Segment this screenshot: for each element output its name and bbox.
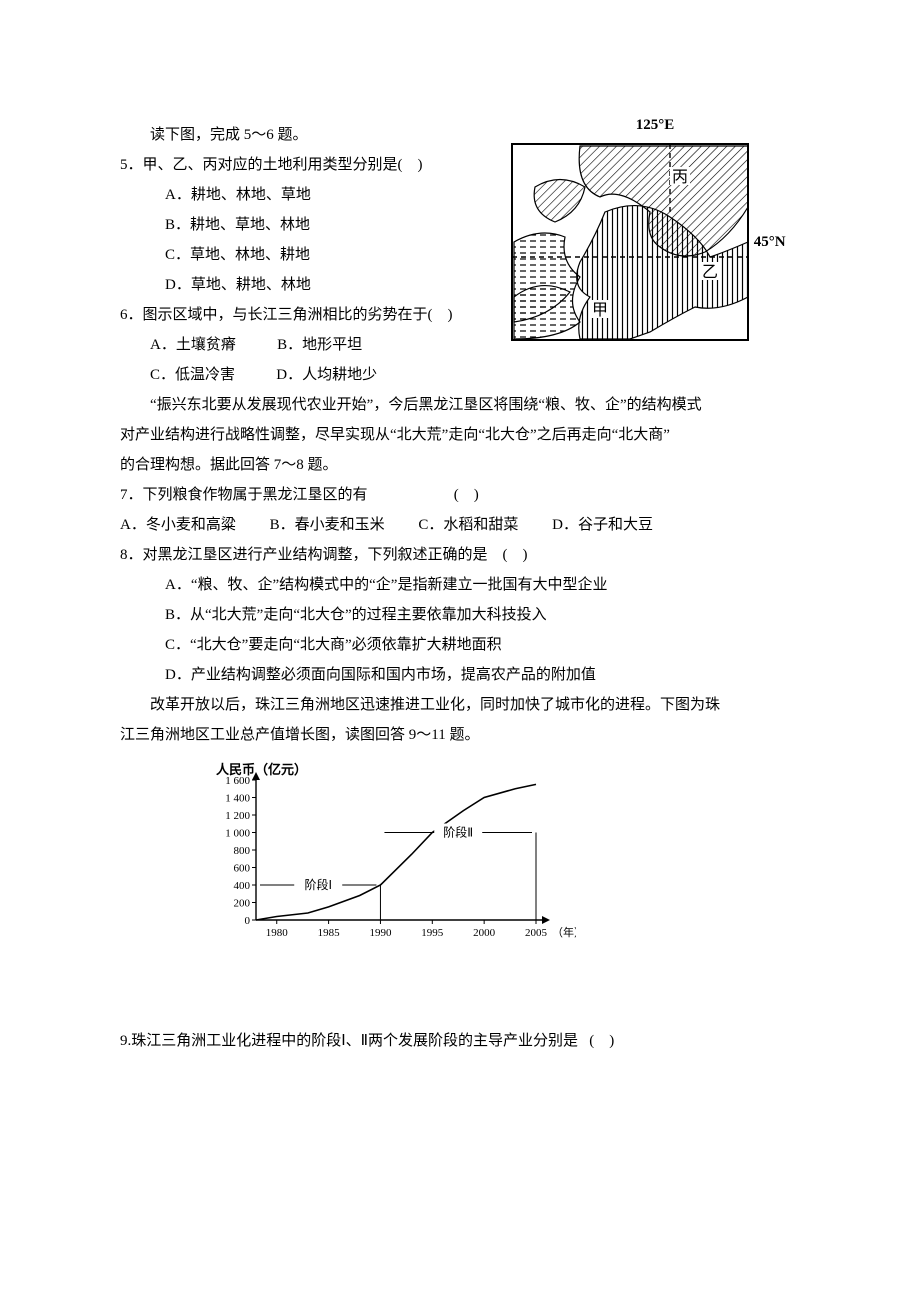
q8-stem: 8．对黑龙江垦区进行产业结构调整，下列叙述正确的是 ( ) [120,540,800,570]
svg-text:600: 600 [234,863,251,875]
svg-text:1995: 1995 [421,927,444,939]
svg-text:400: 400 [234,880,251,892]
svg-text:（年）: （年） [552,925,576,939]
svg-text:1 600: 1 600 [225,775,250,787]
q7-intro-l1: “振兴东北要从发展现代农业开始”，今后黑龙江垦区将围绕“粮、牧、企”的结构模式 [120,390,800,420]
q6-opt-d: D．人均耕地少 [276,360,377,390]
svg-text:200: 200 [234,898,251,910]
q7-intro-l3: 的合理构想。据此回答 7～8 题。 [120,450,800,480]
svg-text:丙: 丙 [672,169,688,186]
svg-text:2000: 2000 [473,927,496,939]
q7-intro-l2: 对产业结构进行战略性调整，尽早实现从“北大荒”走向“北大仓”之后再走向“北大商” [120,420,800,450]
q6-opt-b: B．地形平坦 [277,330,362,360]
q8-opt-c: C．“北大仓”要走向“北大商”必须依靠扩大耕地面积 [120,630,800,660]
q7-opt-b: B．春小麦和玉米 [270,510,385,540]
q8-opt-b: B．从“北大荒”走向“北大仓”的过程主要依靠加大科技投入 [120,600,800,630]
svg-text:阶段Ⅰ: 阶段Ⅰ [304,877,332,892]
svg-text:1985: 1985 [318,927,341,939]
q6-opt-c: C．低温冷害 [150,360,235,390]
q9-stem: 9.珠江三角洲工业化进程中的阶段Ⅰ、Ⅱ两个发展阶段的主导产业分别是 ( ) [120,1026,800,1056]
svg-text:1980: 1980 [266,927,289,939]
line-chart-svg: 人民币（亿元）02004006008001 0001 2001 4001 600… [200,760,576,946]
q7-opt-c: C．水稻和甜菜 [418,510,518,540]
svg-text:1 400: 1 400 [225,793,250,805]
map-svg: 甲 乙 丙 [510,142,750,342]
svg-text:甲: 甲 [592,302,608,319]
q8-opt-d: D．产业结构调整必须面向国际和国内市场，提高农产品的附加值 [120,660,800,690]
svg-text:1 200: 1 200 [225,810,250,822]
svg-text:2005: 2005 [525,927,548,939]
q9-intro-l2: 江三角洲地区工业总产值增长图，读图回答 9～11 题。 [120,720,800,750]
q7-opt-a: A．冬小麦和高粱 [120,510,236,540]
line-chart: 人民币（亿元）02004006008001 0001 2001 4001 600… [200,760,800,946]
lon-label: 125°E [510,110,800,140]
q7-stem: 7．下列粮食作物属于黑龙江垦区的有 ( ) [120,480,800,510]
svg-text:0: 0 [245,915,251,927]
q9-intro-l1: 改革开放以后，珠江三角洲地区迅速推进工业化，同时加快了城市化的进程。下图为珠 [120,690,800,720]
q6-opt-a: A．土壤贫瘠 [150,330,236,360]
svg-text:800: 800 [234,845,251,857]
q8-opt-a: A．“粮、牧、企”结构模式中的“企”是指新建立一批国有大中型企业 [120,570,800,600]
q7-opt-d: D．谷子和大豆 [552,510,653,540]
svg-text:乙: 乙 [702,264,718,281]
svg-text:1 000: 1 000 [225,828,250,840]
svg-text:阶段Ⅱ: 阶段Ⅱ [443,825,473,840]
map-figure: 125°E [510,110,800,342]
svg-text:1990: 1990 [369,927,392,939]
lat-label: 45°N [754,227,786,257]
